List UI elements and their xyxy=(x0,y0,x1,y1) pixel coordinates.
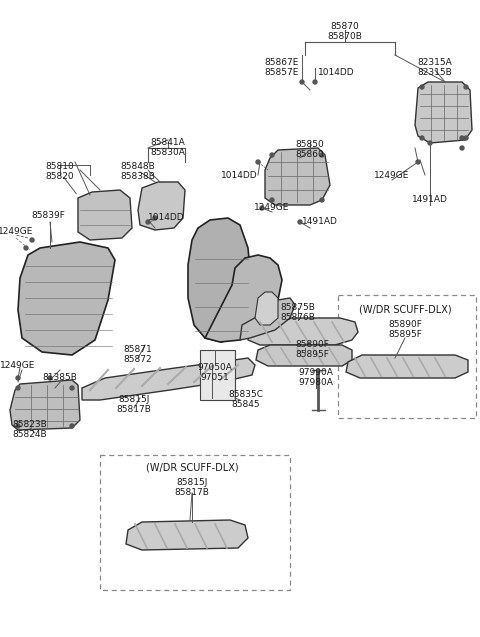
Text: 81385B: 81385B xyxy=(43,373,77,382)
Text: 85815J
85817B: 85815J 85817B xyxy=(175,478,209,497)
Text: 82315A
82315B: 82315A 82315B xyxy=(418,58,452,78)
Circle shape xyxy=(16,424,20,428)
Circle shape xyxy=(70,386,74,390)
Text: 85810
85820: 85810 85820 xyxy=(46,162,74,182)
Circle shape xyxy=(153,216,157,220)
Text: 85875B
85876B: 85875B 85876B xyxy=(281,303,315,322)
Polygon shape xyxy=(240,298,295,340)
Circle shape xyxy=(270,198,274,202)
Text: 97050A
97051: 97050A 97051 xyxy=(198,363,232,382)
Circle shape xyxy=(313,80,317,84)
Polygon shape xyxy=(78,190,132,240)
Circle shape xyxy=(48,376,52,380)
Circle shape xyxy=(298,220,302,224)
Polygon shape xyxy=(346,355,468,378)
Circle shape xyxy=(300,80,304,84)
Text: 85823B
85824B: 85823B 85824B xyxy=(12,420,48,440)
Text: 1249GE: 1249GE xyxy=(0,361,36,369)
Text: 1014DD: 1014DD xyxy=(318,68,355,77)
Circle shape xyxy=(428,141,432,145)
Polygon shape xyxy=(205,255,282,342)
Text: 85870
85870B: 85870 85870B xyxy=(327,22,362,41)
Circle shape xyxy=(256,160,260,164)
Circle shape xyxy=(464,136,468,140)
Polygon shape xyxy=(138,182,185,230)
Text: 85841A
85830A: 85841A 85830A xyxy=(151,138,185,157)
Polygon shape xyxy=(415,82,472,143)
Polygon shape xyxy=(10,380,80,430)
Circle shape xyxy=(260,206,264,210)
Text: 85850
85860: 85850 85860 xyxy=(296,140,324,159)
Circle shape xyxy=(460,136,464,140)
Polygon shape xyxy=(248,318,358,345)
Polygon shape xyxy=(18,242,115,355)
Polygon shape xyxy=(200,350,235,400)
Circle shape xyxy=(30,238,34,242)
Circle shape xyxy=(70,424,74,428)
Circle shape xyxy=(320,153,324,157)
Text: 1249GE: 1249GE xyxy=(254,203,290,213)
Polygon shape xyxy=(265,148,330,205)
Circle shape xyxy=(460,146,464,150)
Text: 85867E
85857E: 85867E 85857E xyxy=(265,58,299,78)
Text: 85839F: 85839F xyxy=(31,210,65,220)
Text: (W/DR SCUFF-DLX): (W/DR SCUFF-DLX) xyxy=(359,305,451,315)
Polygon shape xyxy=(82,358,255,400)
Circle shape xyxy=(464,85,468,89)
Circle shape xyxy=(16,376,20,380)
Circle shape xyxy=(420,136,424,140)
Circle shape xyxy=(320,198,324,202)
Circle shape xyxy=(16,386,20,390)
Text: 85890F
85895F: 85890F 85895F xyxy=(388,320,422,340)
Polygon shape xyxy=(255,292,278,325)
Circle shape xyxy=(416,160,420,164)
Circle shape xyxy=(270,153,274,157)
Circle shape xyxy=(146,220,150,224)
Text: 85815J
85817B: 85815J 85817B xyxy=(117,395,151,415)
Text: 85835C
85845: 85835C 85845 xyxy=(228,390,264,410)
Text: (W/DR SCUFF-DLX): (W/DR SCUFF-DLX) xyxy=(146,463,238,473)
Text: 97990A
97980A: 97990A 97980A xyxy=(299,368,334,387)
Text: 1491AD: 1491AD xyxy=(302,217,338,227)
Text: 1491AD: 1491AD xyxy=(412,196,448,204)
Circle shape xyxy=(420,85,424,89)
Text: 85890F
85895F: 85890F 85895F xyxy=(295,340,329,359)
Text: 1014DD: 1014DD xyxy=(221,171,258,180)
Polygon shape xyxy=(126,520,248,550)
Text: 1249GE: 1249GE xyxy=(0,227,34,236)
Text: 85848B
85838B: 85848B 85838B xyxy=(120,162,156,182)
Text: 1014DD: 1014DD xyxy=(148,213,185,222)
Text: 85871
85872: 85871 85872 xyxy=(124,345,152,364)
Polygon shape xyxy=(256,345,352,366)
Text: 1249GE: 1249GE xyxy=(374,171,410,180)
Polygon shape xyxy=(188,218,252,342)
Circle shape xyxy=(24,246,28,250)
